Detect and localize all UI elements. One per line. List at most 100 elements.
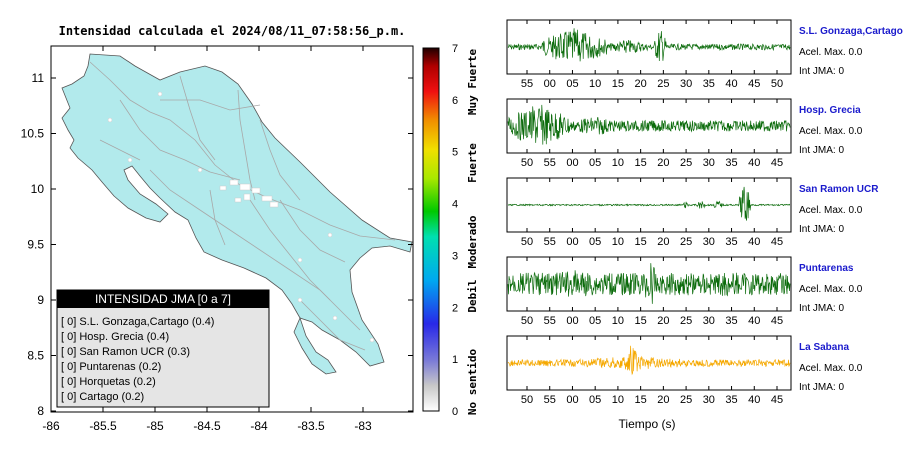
waveform-tick-label: 05 — [589, 157, 601, 169]
station-name: San Ramon UCR — [799, 184, 879, 195]
legend-item: [ 0] S.L. Gonzaga,Cartago (0.4) — [61, 316, 214, 328]
waveform-tick-label: 25 — [680, 236, 692, 248]
colorbar-gradient — [422, 47, 440, 412]
station-int-jma: Int JMA: 0 — [799, 382, 844, 393]
waveform-tick-label: 50 — [521, 157, 533, 169]
waveform-tick-label: 30 — [703, 315, 715, 327]
map-x-tick-label: -84.5 — [193, 419, 221, 433]
waveform-tick-label: 10 — [612, 315, 624, 327]
station-int-jma: Int JMA: 0 — [799, 303, 844, 314]
station-int-jma: Int JMA: 0 — [799, 224, 844, 235]
waveform-panel: 50 55 00 05 10 15 20 25 30 35 40 45 Puntarenas Acel. … — [506, 256, 863, 327]
waveform-tick-label: 10 — [612, 394, 624, 406]
colorbar-category-label: Debil — [466, 279, 479, 312]
map-x-tick-label: -86 — [42, 419, 60, 433]
waveform-tick-label: 30 — [680, 78, 692, 90]
waveform-trace — [507, 28, 791, 62]
waveform-tick-label: 55 — [544, 157, 556, 169]
legend-item: [ 0] Hosp. Grecia (0.4) — [61, 331, 169, 343]
colorbar-ticks: 7 6 5 4 3 2 1 0 — [452, 43, 458, 418]
waveform-tick-label: 35 — [725, 157, 737, 169]
station-accel-max: Acel. Max. 0.0 — [799, 205, 863, 216]
colorbar-labels: Muy Fuerte Fuerte Moderado Debil No sentido — [466, 49, 479, 416]
station-name: Hosp. Grecia — [799, 105, 861, 116]
waveform-tick-label: 00 — [566, 157, 578, 169]
waveform-tick-label: 25 — [680, 315, 692, 327]
waveform-trace — [507, 263, 791, 304]
road-network — [89, 61, 396, 351]
waveform-tick-label: 20 — [635, 78, 647, 90]
legend-items: [ 0] S.L. Gonzaga,Cartago (0.4) [ 0] Hosp… — [61, 316, 214, 403]
waveform-tick-label: 00 — [566, 315, 578, 327]
waveform-tick-label: 10 — [612, 236, 624, 248]
waveform-panel: 50 55 00 05 10 15 20 25 30 35 40 45 Hosp. Grecia Acel… — [506, 98, 863, 169]
colorbar-category-label: Fuerte — [466, 143, 479, 183]
waveform-tick-label: 30 — [703, 157, 715, 169]
waveform-x-title: Tiempo (s) — [619, 417, 676, 431]
waveform-tick-label: 15 — [635, 236, 647, 248]
waveform-tick-label: 15 — [635, 157, 647, 169]
waveform-panel: 50 55 00 05 10 15 20 25 30 35 40 45 San Ramon UCR Ace… — [506, 177, 879, 248]
waveform-tick-label: 15 — [612, 78, 624, 90]
waveform-tick-label: 55 — [544, 236, 556, 248]
waveform-tick-label: 20 — [657, 315, 669, 327]
waveform-tick-label: 40 — [748, 236, 760, 248]
waveform-tick-label: 25 — [680, 394, 692, 406]
waveform-tick-label: 40 — [748, 394, 760, 406]
colorbar-tick-label: 2 — [452, 302, 458, 314]
map-y-tick-label: 10.5 — [21, 127, 45, 141]
station-int-jma: Int JMA: 0 — [799, 145, 844, 156]
map-y-tick-label: 10 — [31, 182, 45, 196]
waveform-tick-label: 50 — [521, 236, 533, 248]
station-int-jma: Int JMA: 0 — [799, 66, 844, 77]
map-y-axis: 11 10.5 10 9.5 9 8.5 8 — [21, 71, 413, 418]
station-accel-max: Acel. Max. 0.0 — [799, 284, 863, 295]
waveform-tick-label: 45 — [748, 78, 760, 90]
colorbar-tick-label: 3 — [452, 250, 458, 262]
map-x-tick-label: -85 — [146, 419, 164, 433]
map-y-tick-label: 9.5 — [27, 238, 44, 252]
waveform-tick-label: 00 — [566, 236, 578, 248]
legend-title: INTENSIDAD JMA [0 a 7] — [95, 292, 231, 306]
waveform-trace — [507, 104, 791, 145]
station-name: Puntarenas — [799, 263, 854, 274]
colorbar-tick-label: 5 — [452, 147, 458, 159]
waveform-tick-label: 45 — [771, 315, 783, 327]
legend-header — [57, 290, 269, 308]
legend-item: [ 0] Cartago (0.2) — [61, 391, 144, 403]
waveform-tick-label: 15 — [635, 394, 647, 406]
waveform-tick-label: 35 — [725, 394, 737, 406]
map-y-tick-label: 8.5 — [27, 349, 44, 363]
waveform-tick-label: 05 — [566, 78, 578, 90]
intensity-legend: INTENSIDAD JMA [0 a 7] [ 0] S.L. Gonzaga… — [56, 289, 270, 408]
waveform-tick-label: 20 — [657, 394, 669, 406]
colorbar-tick-label: 1 — [452, 354, 458, 366]
waveform-tick-label: 55 — [544, 394, 556, 406]
station-accel-max: Acel. Max. 0.0 — [799, 126, 863, 137]
waveform-tick-label: 15 — [635, 315, 647, 327]
colorbar-tick-label: 6 — [452, 95, 458, 107]
map-y-tick-label: 8 — [37, 404, 44, 418]
waveform-tick-label: 45 — [771, 236, 783, 248]
waveform-tick-label: 05 — [589, 236, 601, 248]
waveform-tick-label: 25 — [680, 157, 692, 169]
colorbar-tick-label: 0 — [452, 406, 458, 418]
station-accel-max: Acel. Max. 0.0 — [799, 363, 863, 374]
waveform-tick-label: 20 — [657, 236, 669, 248]
intensity-colorbar: 7 6 5 4 3 2 1 0 Muy Fuerte Fuerte Moderado Debil No… — [422, 43, 479, 418]
waveform-tick-label: 00 — [566, 394, 578, 406]
station-name: S.L. Gonzaga,Cartago — [799, 26, 903, 37]
waveform-panel: 55 00 05 10 15 20 25 30 35 40 45 50 S.L. Gonzaga,Car… — [506, 19, 903, 90]
waveform-tick-label: 10 — [589, 78, 601, 90]
waveform-tick-label: 45 — [771, 394, 783, 406]
waveform-tick-label: 05 — [589, 394, 601, 406]
waveform-tick-label: 30 — [703, 394, 715, 406]
map-x-axis: -86 -85.5 -85 -84.5 -84 -83.5 -83 — [42, 46, 372, 433]
legend-item: [ 0] Puntarenas (0.2) — [61, 361, 161, 373]
waveform-tick-label: 50 — [771, 78, 783, 90]
map-x-tick-label: -83 — [354, 419, 372, 433]
waveform-tick-label: 50 — [521, 315, 533, 327]
costa-rica-landmass — [61, 53, 413, 367]
waveform-tick-label: 35 — [703, 78, 715, 90]
